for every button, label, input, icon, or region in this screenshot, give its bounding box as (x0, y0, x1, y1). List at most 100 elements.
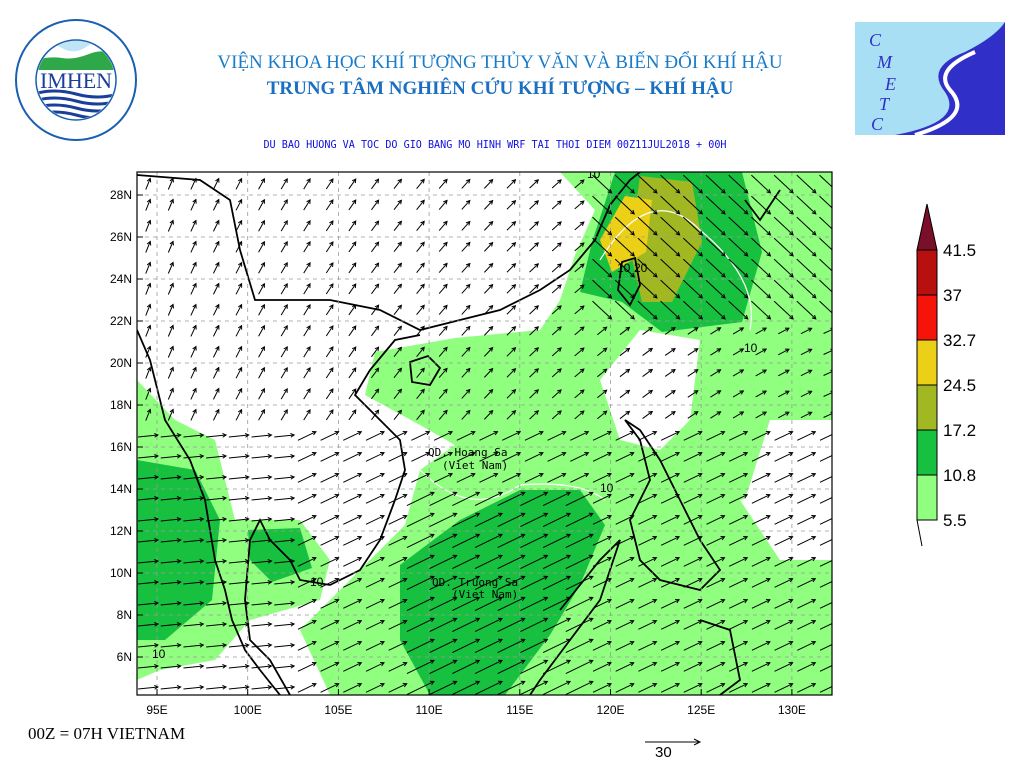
wind-arrow (728, 237, 749, 257)
wind-arrow (751, 640, 771, 651)
wind-arrow (406, 638, 435, 653)
wind-arrow (183, 495, 205, 501)
wind-arrow (614, 300, 635, 320)
wind-arrow (565, 554, 594, 569)
wind-arrow (280, 366, 288, 379)
wind-arrow (638, 619, 658, 630)
wind-arrow (138, 537, 159, 543)
wind-arrow (574, 242, 585, 252)
wind-arrow (570, 430, 590, 441)
wind-arrow (433, 430, 454, 441)
wind-arrow (574, 389, 585, 399)
wind-arrow (574, 326, 585, 336)
wind-arrow (138, 516, 159, 522)
wind-arrow (303, 220, 311, 232)
wind-arrow (280, 303, 288, 316)
wind-arrow (774, 682, 794, 693)
wind-arrow (520, 638, 549, 653)
wind-arrow (710, 327, 722, 335)
wind-arrow (297, 430, 317, 441)
wind-arrow (461, 367, 471, 378)
wind-arrow (452, 617, 481, 632)
wind-arrow (683, 430, 703, 441)
wind-arrow (728, 556, 749, 567)
wind-arrow (320, 598, 340, 609)
wind-arrow (664, 410, 676, 419)
wind-arrow (280, 198, 288, 211)
wind-arrow (280, 345, 288, 358)
wind-arrow (728, 682, 749, 693)
legend-swatch (916, 294, 938, 341)
wind-arrow (138, 684, 159, 690)
wind-arrow (343, 640, 363, 651)
lon-tick-label: 105E (324, 703, 352, 717)
wind-arrow (145, 282, 152, 295)
wind-arrow (297, 682, 317, 693)
wind-arrow (190, 261, 197, 274)
wind-arrow (615, 682, 635, 693)
wind-arrow (461, 178, 471, 189)
wind-arrow (388, 619, 408, 630)
wind-arrow (438, 409, 448, 420)
wind-arrow (206, 621, 228, 627)
wind-arrow (303, 199, 311, 211)
wind-arrow (371, 388, 380, 400)
wind-arrow (416, 325, 425, 336)
wind-arrow (190, 198, 197, 211)
wind-arrow (406, 491, 435, 506)
wind-arrow (433, 472, 454, 483)
wind-arrow (751, 279, 772, 299)
wind-arrow (183, 642, 205, 648)
wind-arrow (190, 177, 197, 190)
wind-arrow (393, 346, 403, 358)
wind-arrow (542, 680, 572, 695)
wind-arrow (371, 367, 380, 379)
legend-level-label: 41.5 (943, 241, 976, 260)
wind-arrow (755, 390, 768, 398)
wind-arrow (212, 345, 220, 358)
wind-arrow (705, 174, 726, 194)
wind-arrow (483, 199, 494, 210)
wind-arrow (637, 195, 658, 215)
wind-arrow (258, 198, 265, 211)
wind-arrow (819, 538, 832, 546)
wind-arrow (167, 219, 174, 232)
wind-arrow (474, 659, 503, 674)
wind-arrow (592, 661, 612, 672)
wind-arrow (228, 432, 250, 438)
wind-arrow (167, 345, 174, 358)
wind-arrow (343, 514, 363, 525)
wind-arrow (303, 178, 311, 190)
lat-tick-label: 10N (110, 566, 132, 580)
wind-arrow (393, 241, 403, 253)
wind-arrow (461, 283, 471, 294)
wind-arrow (615, 598, 635, 609)
wind-arrow (320, 619, 340, 630)
wind-arrow (388, 493, 408, 504)
wind-arrow (682, 195, 704, 215)
wind-arrow (160, 600, 182, 606)
wind-arrow (683, 493, 703, 504)
contour-label: 10 (310, 575, 324, 589)
wind-arrow (325, 367, 334, 379)
wind-arrow (297, 577, 317, 588)
wind-arrow (732, 411, 745, 419)
wind-arrow (751, 598, 771, 609)
wind-arrow (235, 387, 243, 400)
wind-arrow (274, 516, 296, 522)
wind-arrow (280, 261, 288, 274)
wind-arrow (343, 472, 363, 483)
lat-tick-label: 8N (117, 608, 132, 622)
wind-arrow (615, 577, 635, 588)
wind-arrow (452, 638, 481, 653)
wind-arrow (520, 491, 549, 506)
wind-arrow (551, 389, 562, 399)
wind-arrow (660, 174, 681, 194)
contour-label: 10 (587, 167, 601, 181)
wind-arrow (529, 242, 540, 252)
wind-arrow (474, 575, 503, 590)
wind-arrow (565, 491, 594, 506)
wind-arrow (797, 640, 817, 651)
wind-arrow (452, 596, 481, 611)
wind-arrow (303, 283, 311, 295)
